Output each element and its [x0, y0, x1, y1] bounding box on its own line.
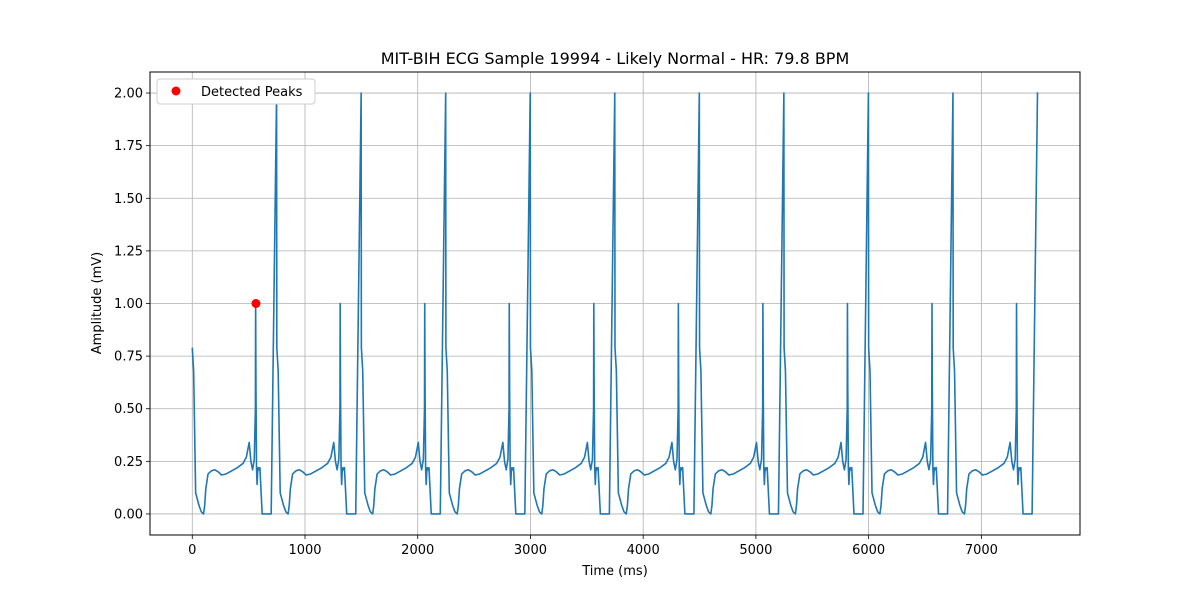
legend-label-detected-peaks: Detected Peaks	[201, 85, 303, 100]
y-axis-label: Amplitude (mV)	[90, 252, 105, 354]
x-tick-label: 0	[188, 543, 196, 558]
x-tick-label: 2000	[401, 543, 434, 558]
y-tick-label: 0.25	[114, 455, 143, 470]
plot-area	[191, 92, 1039, 515]
x-tick-label: 6000	[852, 543, 885, 558]
y-tick-label: 1.50	[114, 192, 143, 207]
x-tick-label: 4000	[627, 543, 660, 558]
chart-title: MIT-BIH ECG Sample 19994 - Likely Normal…	[381, 49, 850, 68]
x-tick-label: 5000	[739, 543, 772, 558]
x-tick-label: 3000	[514, 543, 547, 558]
y-tick-label: 0.50	[114, 402, 143, 417]
y-tick-label: 1.75	[114, 139, 143, 154]
y-tick-label: 1.00	[114, 297, 143, 312]
x-tick-label: 7000	[965, 543, 998, 558]
y-tick-label: 2.00	[114, 87, 143, 102]
detected-peak-point	[251, 299, 261, 308]
x-axis: 0 1000 2000 3000 4000 5000 6000 7000	[188, 535, 998, 558]
y-tick-label: 0.00	[114, 507, 143, 522]
y-axis: 0.00 0.25 0.50 0.75 1.00 1.25 1.50 1.75 2.00	[114, 87, 150, 522]
legend-peak-marker	[171, 86, 181, 96]
y-tick-label: 0.75	[114, 350, 143, 365]
legend-box	[156, 78, 316, 105]
x-tick-label: 1000	[288, 543, 321, 558]
x-axis-label: Time (ms)	[581, 564, 648, 579]
y-tick-label: 1.25	[114, 244, 143, 259]
legend: Detected Peaks	[156, 78, 316, 105]
ecg-signal-line	[191, 92, 1039, 515]
